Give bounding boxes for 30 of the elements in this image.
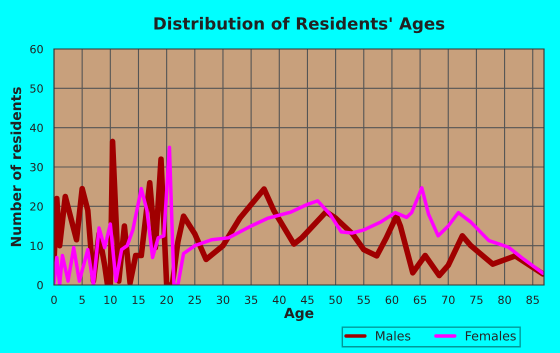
y-tick-label: 30 <box>30 162 43 172</box>
x-tick-label: 80 <box>498 296 511 304</box>
x-tick-label: 55 <box>358 296 370 304</box>
legend-label: Males <box>376 330 410 341</box>
x-tick-label: 35 <box>244 296 258 304</box>
x-tick-label: 20 <box>160 296 173 304</box>
x-tick-label: 65 <box>414 296 426 304</box>
y-tick-label: 20 <box>30 202 43 211</box>
y-tick-label: 50 <box>30 84 43 93</box>
legend-label: Females <box>466 330 516 341</box>
x-tick-label: 70 <box>442 296 455 304</box>
x-tick-label: 50 <box>329 296 342 304</box>
chart-title: Distribution of Residents' Ages <box>154 16 444 34</box>
y-tick-label: 10 <box>30 242 43 250</box>
x-tick-label: 5 <box>79 296 85 304</box>
x-tick-label: 0 <box>51 296 57 304</box>
x-tick-label: 30 <box>216 296 230 304</box>
x-axis-title: Age <box>284 308 314 321</box>
x-tick-label: 25 <box>188 296 201 304</box>
x-tick-label: 40 <box>272 296 286 304</box>
x-tick-label: 75 <box>470 296 483 304</box>
x-tick-label: 85 <box>526 296 539 304</box>
x-tick-label: 15 <box>132 296 145 304</box>
y-tick-label: 0 <box>37 280 43 290</box>
y-axis-title: Number of residents <box>10 87 22 246</box>
y-tick-label: 40 <box>30 124 43 132</box>
x-tick-label: 60 <box>386 296 398 304</box>
x-tick-label: 45 <box>300 296 314 304</box>
y-tick-label: 60 <box>30 44 43 54</box>
x-tick-label: 10 <box>104 296 117 304</box>
